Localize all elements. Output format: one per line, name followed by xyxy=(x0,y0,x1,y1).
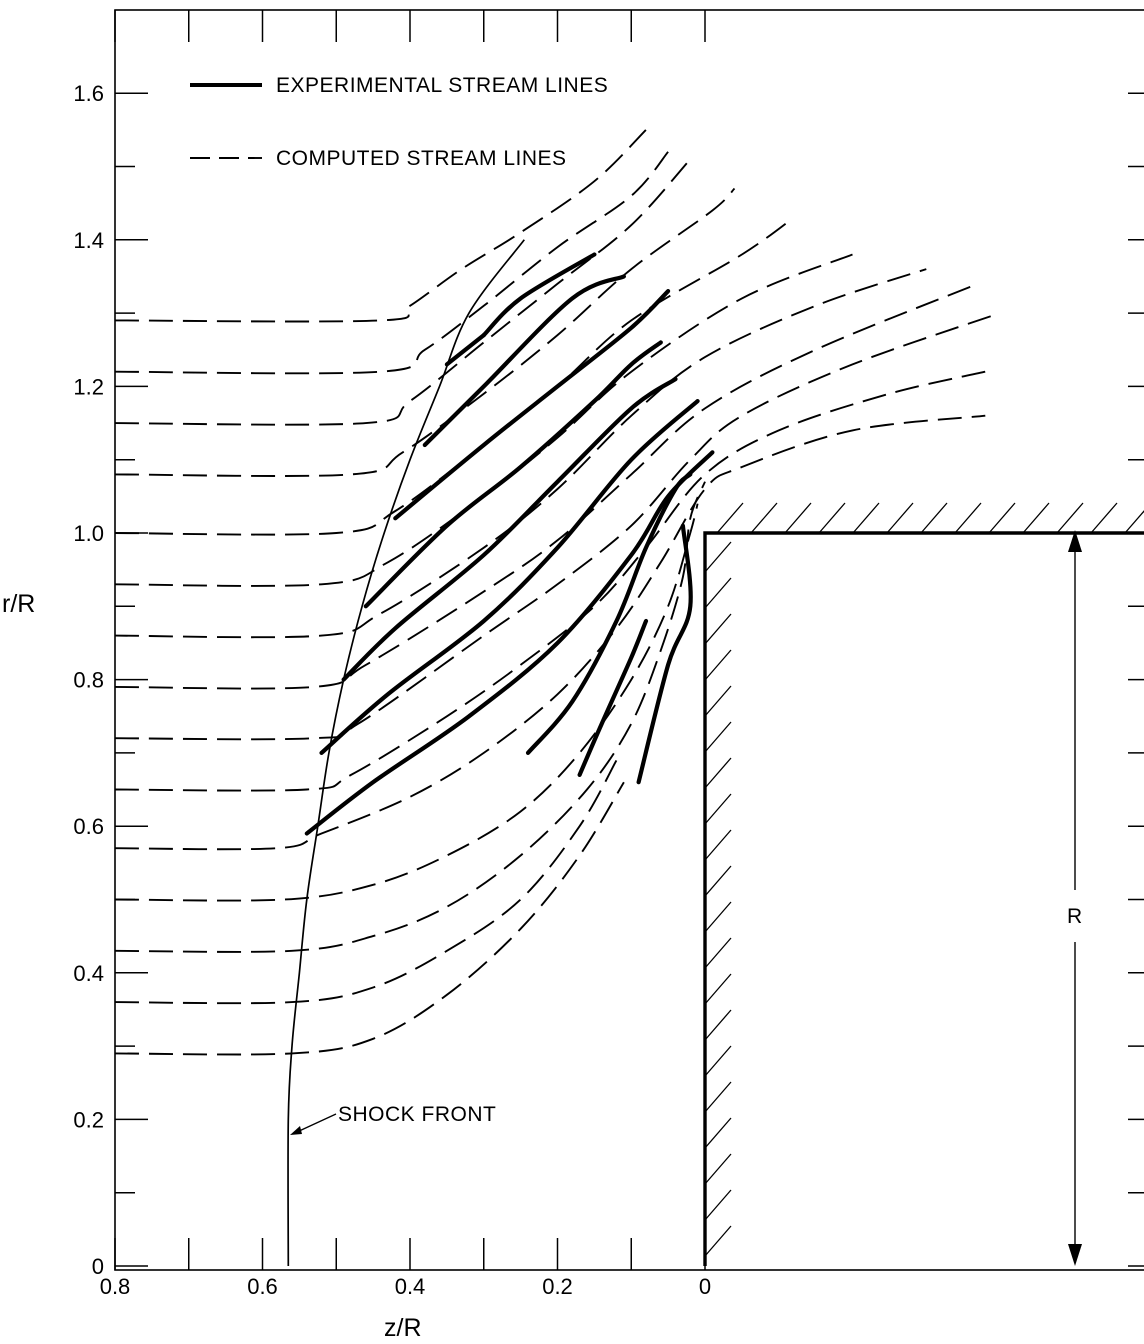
y-tick-label: 0.8 xyxy=(73,668,104,693)
computed-stream-line xyxy=(114,781,625,1056)
radius-dimension: R xyxy=(1067,530,1083,1266)
computed-stream-line xyxy=(114,414,986,851)
experimental-stream-line xyxy=(422,274,626,448)
body-hatch-line xyxy=(784,502,812,534)
y-tick-label: 1.2 xyxy=(73,374,104,399)
body-hatch-line xyxy=(886,502,914,534)
body-hatch-line xyxy=(818,502,846,534)
body-hatch-line xyxy=(704,973,732,1005)
experimental-stream-line xyxy=(319,399,700,755)
body-hatch-line xyxy=(1022,502,1050,534)
body-hatch-line xyxy=(954,502,982,534)
computed-stream-line xyxy=(114,158,692,426)
x-tick-label: 0.6 xyxy=(247,1274,278,1299)
body-hatch-line xyxy=(704,577,732,609)
shock-front-curve xyxy=(287,239,525,1267)
experimental-stream-line xyxy=(577,618,649,777)
x-tick-label: 0.8 xyxy=(100,1274,131,1299)
experimental-stream-line xyxy=(393,289,671,521)
body-hatch-line xyxy=(1090,502,1118,534)
arrow-down-icon xyxy=(1068,1244,1082,1266)
x-tick-label: 0.2 xyxy=(542,1274,573,1299)
computed-stream-line xyxy=(114,187,736,477)
body-hatch-line xyxy=(704,793,732,825)
body-hatch-line xyxy=(704,1189,732,1221)
body-hatch-line xyxy=(1124,510,1144,534)
computed-stream-line xyxy=(114,129,647,323)
body-hatch-line xyxy=(704,865,732,897)
body-hatch-line xyxy=(704,1009,732,1041)
y-tick-label: 0.4 xyxy=(73,961,104,986)
experimental-stream-line xyxy=(636,523,693,785)
computed-stream-line xyxy=(114,282,979,690)
body-hatch-line xyxy=(704,1117,732,1149)
body-hatch-line xyxy=(920,502,948,534)
x-tick-label: 0.4 xyxy=(395,1274,426,1299)
axis-ticks xyxy=(114,10,1144,1270)
body-hatch-line xyxy=(750,502,778,534)
y-tick-label: 1.4 xyxy=(73,228,104,253)
experimental-stream-line xyxy=(525,472,693,755)
cylinder-body xyxy=(703,502,1144,1266)
body-hatch-line xyxy=(704,649,732,681)
body-hatch-line xyxy=(704,901,732,933)
shock-front-label: SHOCK FRONT xyxy=(338,1103,496,1126)
shock-front-annotation: SHOCK FRONT xyxy=(290,1103,496,1135)
y-tick-label: 1.0 xyxy=(73,521,104,546)
computed-stream-line xyxy=(114,253,853,587)
experimental-stream-line xyxy=(481,252,597,338)
legend: EXPERIMENTAL STREAM LINES COMPUTED STREA… xyxy=(190,74,608,170)
y-tick-label: 0 xyxy=(92,1254,104,1279)
arrowhead-icon xyxy=(290,1126,302,1135)
computed-stream-line xyxy=(114,759,618,1005)
body-hatch-line xyxy=(704,1153,732,1185)
body-hatch-line xyxy=(704,541,732,573)
x-tick-labels: 0.8 0.6 0.4 0.2 0 xyxy=(100,1274,711,1299)
body-hatch-line xyxy=(988,502,1016,534)
body-hatch-line xyxy=(704,1045,732,1077)
experimental-stream-line xyxy=(444,333,486,367)
body-hatch-line xyxy=(704,757,732,789)
x-axis-label: z/R xyxy=(384,1314,422,1342)
legend-experimental-label: EXPERIMENTAL STREAM LINES xyxy=(276,74,608,97)
y-tick-label: 1.6 xyxy=(73,81,104,106)
body-hatch-line xyxy=(1056,502,1084,534)
y-tick-labels: 0 0.2 0.4 0.6 0.8 1.0 1.2 1.4 1.6 xyxy=(73,81,104,1279)
body-hatch-line xyxy=(704,613,732,645)
legend-computed-label: COMPUTED STREAM LINES xyxy=(276,147,567,170)
x-tick-label: 0 xyxy=(699,1274,711,1299)
computed-stream-line xyxy=(114,268,927,639)
body-face-outline xyxy=(703,531,1144,1266)
experimental-stream-line xyxy=(363,340,663,609)
arrow-up-icon xyxy=(1068,530,1082,552)
body-hatch-line xyxy=(716,502,744,534)
computed-stream-line xyxy=(114,151,669,375)
body-hatch-line xyxy=(852,502,880,534)
experimental-stream-lines xyxy=(304,252,715,836)
experimental-stream-line xyxy=(304,450,715,836)
computed-stream-lines xyxy=(114,129,1001,1056)
body-hatch-line xyxy=(704,1081,732,1113)
body-hatch-line xyxy=(704,721,732,753)
body-hatch-line xyxy=(704,829,732,861)
shock-front-leader xyxy=(296,1113,337,1133)
computed-stream-line xyxy=(114,312,1001,741)
y-axis-label: r/R xyxy=(2,590,35,618)
radius-label: R xyxy=(1067,905,1083,928)
body-hatch-line xyxy=(704,1225,732,1257)
body-hatch-line xyxy=(704,685,732,717)
y-tick-label: 0.2 xyxy=(73,1107,104,1132)
computed-stream-line xyxy=(114,481,706,953)
computed-stream-line xyxy=(114,503,699,902)
plot-frame xyxy=(114,9,1144,1271)
body-hatch-line xyxy=(704,937,732,969)
y-tick-label: 0.6 xyxy=(73,814,104,839)
experimental-stream-line xyxy=(341,377,678,682)
